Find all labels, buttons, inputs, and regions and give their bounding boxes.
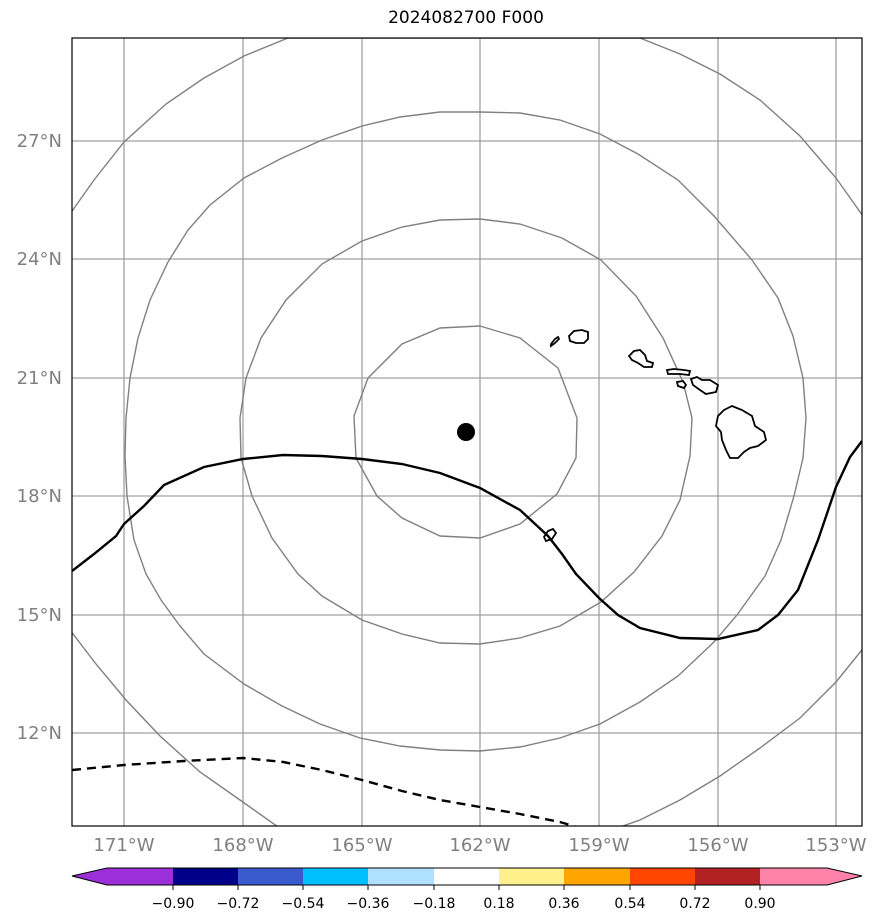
contour-solid-line — [72, 440, 862, 641]
colorbar-label-10: 0.90 — [744, 896, 775, 912]
latitude-labels: 27°N 24°N 21°N 18°N 15°N 12°N — [17, 131, 62, 744]
colorbar-label-9: 0.72 — [679, 896, 710, 912]
lat-label-24n: 24°N — [17, 249, 62, 270]
lon-label-159w: 159°W — [568, 835, 629, 856]
island-hawaii — [715, 405, 768, 459]
longitude-labels: 171°W 168°W 165°W 162°W 159°W 156°W 153°… — [93, 835, 866, 856]
colorbar-label-3: −0.54 — [282, 896, 325, 912]
colorbar-segment-1 — [107, 868, 173, 885]
graticule — [72, 38, 862, 826]
colorbar-label-6: 0.18 — [483, 896, 514, 912]
colorbar-segment-3 — [238, 868, 303, 885]
range-ring-2 — [239, 218, 693, 645]
colorbar-label-4: −0.36 — [347, 896, 390, 912]
colorbar-outline — [71, 867, 863, 886]
range-ring-3 — [124, 111, 807, 752]
lat-label-21n: 21°N — [17, 368, 62, 389]
colorbar-segment-6 — [434, 868, 499, 885]
storm-center-marker — [457, 423, 475, 441]
range-ring-1 — [353, 325, 578, 539]
lon-label-165w: 165°W — [331, 835, 392, 856]
colorbar-segment-9 — [630, 868, 695, 885]
colorbar-segment-7 — [499, 868, 564, 885]
island-oahu — [627, 349, 655, 368]
lon-label-168w: 168°W — [212, 835, 273, 856]
contour-dashed-line — [72, 756, 578, 826]
lat-label-12n: 12°N — [17, 723, 62, 744]
range-rings — [72, 38, 862, 826]
colorbar-label-2: −0.72 — [217, 896, 260, 912]
island-small — [542, 527, 558, 543]
island-lanai — [675, 380, 688, 390]
lon-label-156w: 156°W — [687, 835, 748, 856]
lon-label-162w: 162°W — [449, 835, 510, 856]
colorbar-label-1: −0.90 — [152, 896, 195, 912]
island-molokai — [665, 368, 692, 376]
map-title: 2024082700 F000 — [388, 8, 544, 28]
colorbar-extend-high — [827, 868, 862, 885]
colorbar-segment-4 — [303, 868, 368, 885]
lon-label-171w: 171°W — [93, 835, 154, 856]
colorbar-segment-5 — [368, 868, 434, 885]
lat-label-15n: 15°N — [17, 605, 62, 626]
colorbar: −0.90 −0.72 −0.54 −0.36 −0.18 0.18 0.36 … — [71, 867, 863, 912]
island-kauai — [568, 329, 589, 344]
colorbar-label-5: −0.18 — [413, 896, 456, 912]
lon-label-153w: 153°W — [805, 835, 866, 856]
lat-label-27n: 27°N — [17, 131, 62, 152]
colorbar-label-8: 0.54 — [614, 896, 645, 912]
range-ring-4 — [72, 38, 862, 826]
hawaiian-islands — [542, 329, 768, 543]
island-niihau — [550, 335, 561, 348]
colorbar-segment-2 — [173, 868, 238, 885]
island-maui — [689, 376, 720, 395]
colorbar-extend-low — [72, 868, 107, 885]
colorbar-segment-11 — [760, 868, 827, 885]
lat-label-18n: 18°N — [17, 486, 62, 507]
colorbar-label-7: 0.36 — [548, 896, 579, 912]
colorbar-segment-10 — [695, 868, 760, 885]
map-frame — [71, 37, 863, 827]
colorbar-segment-8 — [564, 868, 630, 885]
